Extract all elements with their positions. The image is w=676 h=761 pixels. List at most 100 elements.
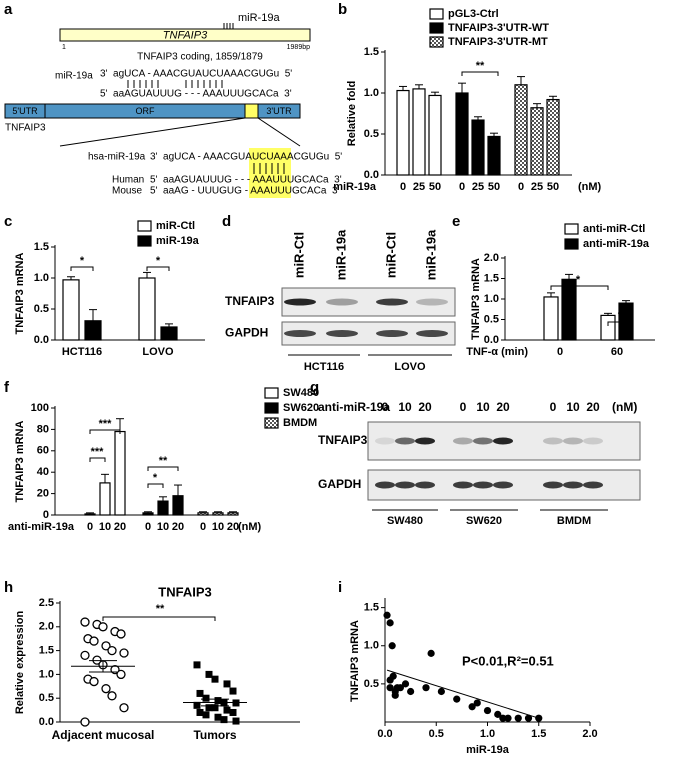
gene-bar	[59, 28, 311, 42]
sig-label: **	[159, 455, 168, 467]
data-point	[386, 619, 394, 627]
data-point	[483, 706, 492, 715]
panel-letter: g	[310, 379, 319, 396]
x-tick-label: LOVO	[142, 346, 174, 358]
sig-label: *	[156, 255, 161, 267]
bar	[455, 92, 469, 176]
y-axis-label: TNFAIP3 mRNA	[349, 620, 361, 702]
bar	[99, 482, 111, 516]
x-tick-label: Tumors	[193, 728, 236, 742]
bar	[157, 500, 169, 516]
x-tick-label: 0	[557, 346, 563, 358]
x-tick-label: 1.5	[531, 728, 546, 740]
y-tick-label: 1.0	[39, 668, 54, 680]
x-tick-label: 25	[472, 181, 484, 193]
bar	[471, 119, 485, 176]
end: 1989bp	[287, 44, 310, 51]
band	[493, 437, 513, 445]
coding: TNFAIP3 coding, 1859/1879	[137, 52, 263, 63]
y-tick-label: 0.5	[484, 313, 499, 325]
data-point	[101, 641, 111, 651]
x-axis-label: miR-19a	[466, 744, 510, 756]
data-point	[101, 684, 111, 694]
x-tick-label: 20	[114, 521, 126, 533]
stat-annotation: P<0.01,R²=0.51	[462, 653, 554, 668]
y-tick-label: 0.0	[484, 334, 499, 346]
legend-label: BMDM	[283, 417, 317, 429]
zoom-line	[59, 117, 246, 147]
data-point	[468, 703, 476, 711]
band	[416, 298, 448, 306]
data-point	[504, 714, 512, 722]
y-tick-label: 1.5	[364, 602, 379, 614]
bar	[412, 88, 426, 176]
dose-label: 0	[460, 400, 467, 414]
y-tick-label: 1.0	[34, 272, 49, 284]
band	[583, 481, 603, 489]
x-tick-label: 10	[99, 521, 111, 533]
data-point	[473, 699, 481, 707]
y-axis-label: Relative fold	[346, 81, 358, 146]
y-tick-label: 80	[37, 423, 49, 435]
gene-label: TNFAIP3	[5, 123, 46, 134]
y-tick-label: 20	[37, 488, 49, 500]
start: 1	[62, 44, 66, 51]
x-unit: (nM)	[238, 521, 262, 533]
y-tick-label: 60	[37, 445, 49, 457]
data-point	[214, 713, 222, 721]
x-tick-label: 20	[172, 521, 184, 533]
band	[563, 481, 583, 489]
band	[376, 298, 408, 306]
y-tick-label: 2.5	[39, 597, 54, 609]
bar	[114, 430, 126, 516]
group-label: SW480	[387, 515, 423, 527]
sig-bracket	[102, 616, 216, 621]
legend-swatch	[137, 220, 152, 232]
x-axis-label: anti-miR-19a	[8, 521, 75, 533]
y-tick-label: 0.5	[364, 678, 379, 690]
mir-label: miR-19a	[55, 71, 93, 82]
x-tick-label: 0	[459, 181, 465, 193]
data-point	[494, 710, 502, 718]
data-point	[388, 642, 396, 650]
seq-bottom: 5' aaAGUAUUUG - - - AAAUUUGCACa 3'	[100, 89, 292, 100]
band	[395, 481, 415, 489]
x-tick-label: 0	[518, 181, 524, 193]
data-point	[80, 650, 90, 661]
site-ticks	[223, 23, 234, 29]
group-label: HCT116	[304, 361, 344, 373]
panel-letter: b	[338, 1, 347, 18]
panel-letter: e	[452, 213, 460, 230]
band	[416, 330, 448, 337]
y-tick-label: 0.5	[39, 692, 54, 704]
sig-bracket	[607, 321, 627, 326]
dose-unit: (nM)	[612, 400, 637, 414]
data-point	[196, 689, 204, 697]
row-label: GAPDH	[225, 326, 268, 340]
x-tick-label: 25	[531, 181, 543, 193]
dose-label: 10	[566, 400, 580, 414]
lane-label: miR-Ctl	[291, 232, 306, 278]
y-tick-label: 0.5	[364, 128, 379, 140]
panel-letter: i	[338, 579, 342, 596]
data-point	[116, 629, 126, 639]
panel-letter: h	[4, 579, 13, 596]
bar	[561, 278, 577, 341]
data-point	[437, 687, 445, 696]
data-point	[386, 684, 394, 692]
x-tick-label: 2.0	[582, 728, 597, 740]
utr3-box	[257, 103, 301, 119]
fit-line	[386, 669, 539, 719]
data-point	[391, 691, 399, 699]
data-point	[80, 617, 90, 627]
x-tick-label: 0	[87, 521, 93, 533]
sig-bracket	[89, 429, 121, 434]
band	[453, 437, 473, 445]
band	[284, 298, 316, 306]
utr3: 3'UTR	[266, 106, 292, 116]
bar	[546, 98, 560, 176]
bar	[62, 279, 80, 341]
gene-name: TNFAIP3	[163, 29, 208, 41]
dose-label: 20	[418, 400, 432, 414]
sig-label: *	[153, 472, 158, 484]
